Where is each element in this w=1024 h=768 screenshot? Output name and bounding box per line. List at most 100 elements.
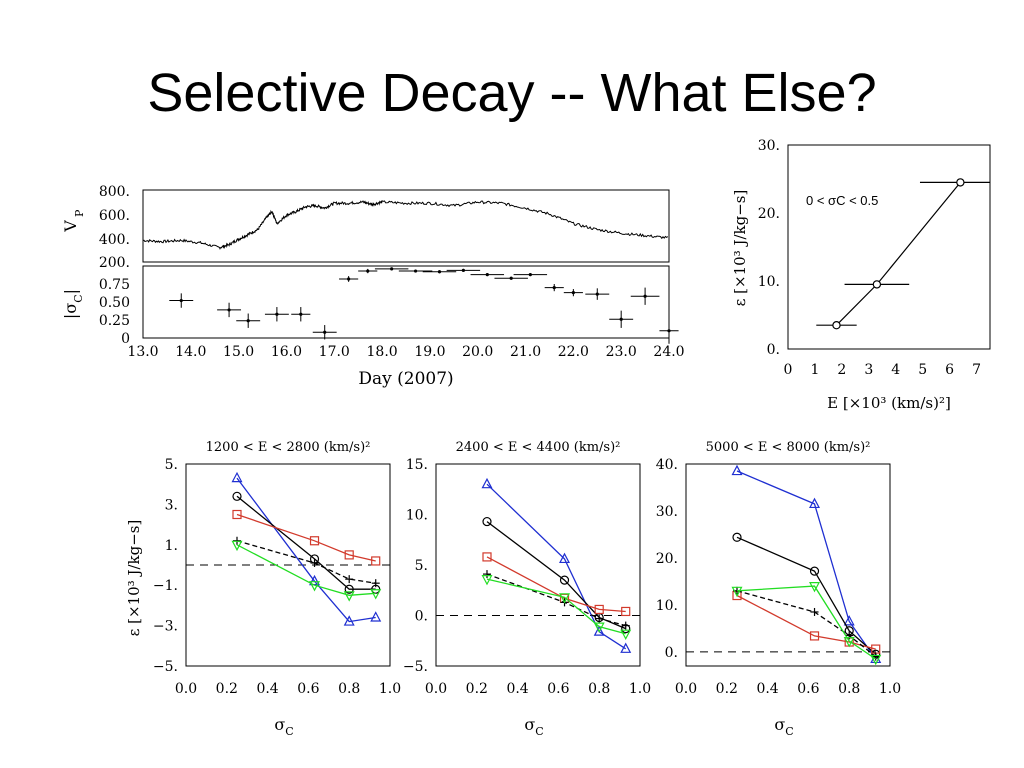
day-tick-10: 23.0 xyxy=(606,344,637,360)
bottom-ytick-1-3: −1. xyxy=(153,578,178,594)
bottom-title-1: 1200 < E < 2800 (km/s)² xyxy=(206,440,371,455)
bottom-series-3-square xyxy=(736,594,876,650)
bottom-ytick-3-0: 40. xyxy=(656,457,678,473)
bottom-ytick-2-1: 10. xyxy=(406,508,428,524)
day-tick-1: 14.0 xyxy=(175,344,206,360)
day-tick-4: 17.0 xyxy=(319,344,350,360)
eps-e-xtick-5: 5 xyxy=(918,362,927,378)
bottom-marker-3-triangle-2 xyxy=(843,615,855,626)
sigma-point-5 xyxy=(323,330,327,334)
day-tick-11: 24.0 xyxy=(653,344,684,360)
bottom-series-3-invtriangle xyxy=(736,585,877,660)
bottom-marker-1-triangle-3 xyxy=(370,611,382,622)
bottom-marker-2-triangle-2 xyxy=(593,625,605,636)
bottom-ytick-1-5: −5. xyxy=(153,659,178,675)
bottom-series-3-triangle xyxy=(736,470,877,660)
bottom-marker-2-square-3 xyxy=(621,606,631,617)
bottom-xtick-2-4: 0.8 xyxy=(588,681,610,697)
sigma-tick-025: 0.25 xyxy=(99,313,130,329)
eps-e-point-2 xyxy=(956,178,965,187)
bottom-xtick-3-3: 0.6 xyxy=(797,681,819,697)
bottom-marker-1-triangle-2 xyxy=(343,615,355,626)
day-tick-8: 21.0 xyxy=(510,344,541,360)
bottom-marker-3-circle-0 xyxy=(732,532,742,542)
sigma-point-11 xyxy=(461,268,465,272)
eps-e-ytick-2: 10. xyxy=(758,274,780,290)
day-tick-2: 15.0 xyxy=(223,344,254,360)
bottom-marker-1-circle-2 xyxy=(344,584,354,594)
sigma-ylabel: |σC| xyxy=(61,289,85,319)
bottom-marker-1-square-0 xyxy=(232,509,242,520)
bottom-marker-1-invtriangle-3 xyxy=(370,589,382,600)
sigma-point-0 xyxy=(179,298,183,303)
vp-series-line xyxy=(142,200,669,250)
bottom-xlabel-1: σC xyxy=(274,715,293,738)
bottom-marker-3-circle-1 xyxy=(809,566,820,576)
bottom-marker-2-square-2 xyxy=(594,604,604,615)
sigma-point-9 xyxy=(413,269,418,273)
bottom-series-2-square xyxy=(486,556,626,613)
bottom-panel-3: 5000 < E < 8000 (km/s)² 40. 30. 20. 10. 0. 0.0… xyxy=(656,440,901,738)
sigma-point-20 xyxy=(667,329,671,333)
eps-e-xtick-0: 0 xyxy=(784,362,793,378)
bottom-series-1-circle xyxy=(236,495,376,590)
vp-tick-200: 200. xyxy=(99,255,130,271)
sigma-point-7 xyxy=(366,269,370,273)
bottom-series-2-plus xyxy=(486,573,626,627)
bottom-marker-3-invtriangle-2 xyxy=(843,637,855,648)
bottom-xtick-1-3: 0.6 xyxy=(297,681,319,697)
bottom-xtick-3-5: 1.0 xyxy=(879,681,901,697)
sigma-point-1 xyxy=(227,308,231,312)
bottom-marker-1-plus-1 xyxy=(310,558,319,567)
bottom-xtick-3-2: 0.4 xyxy=(756,681,778,697)
bottom-ytick-1-0: 5. xyxy=(165,457,178,473)
bottom-xtick-2-5: 1.0 xyxy=(629,681,651,697)
sigma-point-18 xyxy=(619,317,623,321)
bottom-xlabel-2: σC xyxy=(524,715,543,738)
day-tick-9: 22.0 xyxy=(558,344,589,360)
bottom-xtick-1-5: 1.0 xyxy=(379,681,401,697)
bottom-frame-2 xyxy=(435,463,641,667)
eps-e-frame xyxy=(787,144,991,350)
vp-ylabel: V xyxy=(61,220,80,233)
sigma-point-16 xyxy=(571,291,575,295)
eps-e-xlabel: E [×10³ (km/s)²] xyxy=(827,394,951,412)
sigma-point-14 xyxy=(528,273,532,277)
sigma-point-4 xyxy=(299,312,303,316)
bottom-marker-2-triangle-0 xyxy=(481,477,493,489)
bottom-panel-2: 2400 < E < 4400 (km/s)² 15. 10. 5. 0. −5. 0.0 0… xyxy=(403,440,651,738)
bottom-marker-1-invtriangle-2 xyxy=(343,591,355,602)
bottom-ylabel: ε [×10³ J/kg−s] xyxy=(125,520,143,637)
day-tick-0: 13.0 xyxy=(127,344,158,360)
bottom-series-3-circle xyxy=(736,536,877,655)
bottom-marker-3-invtriangle-1 xyxy=(809,582,821,593)
eps-e-point-0 xyxy=(832,321,841,330)
bottom-xtick-3-4: 0.8 xyxy=(838,681,860,697)
bottom-frame-3 xyxy=(685,463,891,667)
sigma-point-3 xyxy=(275,312,279,316)
bottom-marker-2-triangle-3 xyxy=(620,642,632,653)
eps-e-xtick-1: 1 xyxy=(810,362,819,378)
bottom-series-1-triangle xyxy=(236,477,376,623)
sigma-tick-075: 0.75 xyxy=(99,277,130,293)
sigma-panel: 0.75 0.50 0.25 0 |σC| 13.0 14.0 15.0 16.0 17… xyxy=(61,265,685,389)
bottom-ytick-3-1: 30. xyxy=(656,504,678,520)
vp-tick-800: 800. xyxy=(99,184,130,200)
bottom-ytick-2-0: 15. xyxy=(406,457,428,473)
bottom-marker-2-triangle-1 xyxy=(559,552,571,564)
sigma-point-12 xyxy=(485,273,489,277)
bottom-marker-1-invtriangle-0 xyxy=(231,540,243,552)
eps-e-ytick-3: 0. xyxy=(767,342,780,358)
bottom-marker-3-square-1 xyxy=(809,631,820,641)
bottom-xtick-1-0: 0.0 xyxy=(175,681,197,697)
bottom-xtick-1-4: 0.8 xyxy=(338,681,360,697)
eps-e-xtick-4: 4 xyxy=(891,362,900,378)
sigma-point-17 xyxy=(595,292,599,296)
bottom-marker-2-invtriangle-1 xyxy=(559,593,571,604)
bottom-marker-1-circle-0 xyxy=(232,491,242,501)
bottom-ytick-1-4: −3. xyxy=(153,619,178,635)
bottom-series-2-circle xyxy=(486,521,626,630)
bottom-ytick-1-1: 3. xyxy=(165,497,178,513)
bottom-series-2-invtriangle xyxy=(486,578,626,635)
sigma-point-13 xyxy=(509,276,513,280)
